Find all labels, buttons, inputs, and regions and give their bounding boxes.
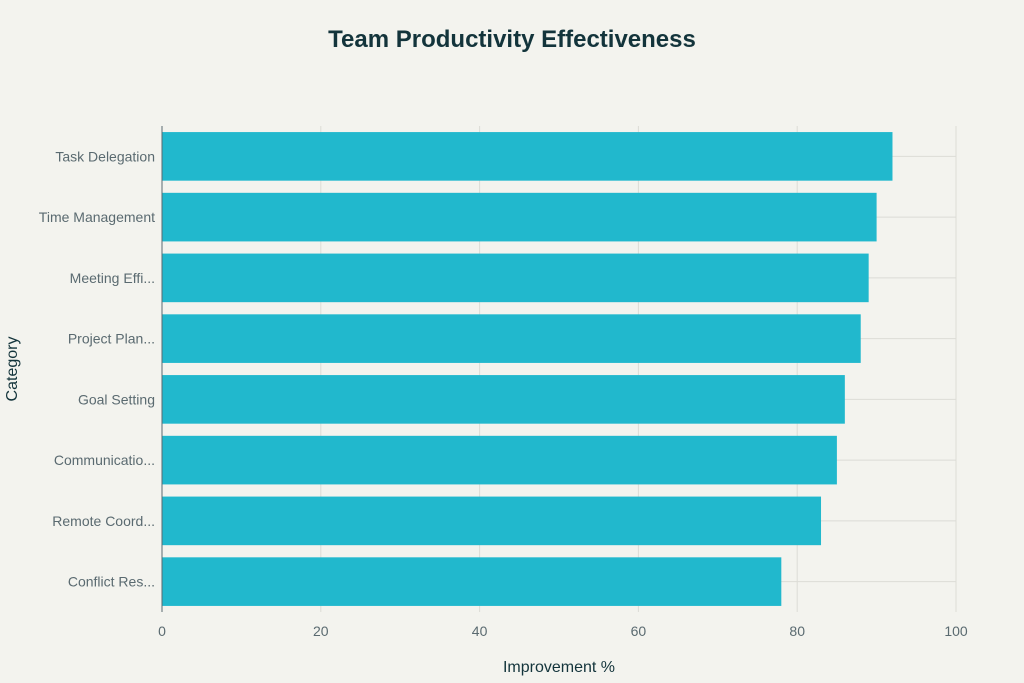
bar[interactable] <box>162 496 822 546</box>
bar[interactable] <box>162 192 877 242</box>
x-tick-label: 0 <box>158 623 166 639</box>
bar[interactable] <box>162 253 869 303</box>
x-tick-label: 100 <box>944 623 968 639</box>
bar[interactable] <box>162 557 782 606</box>
y-axis-label: Category <box>4 337 21 402</box>
x-tick-label: 60 <box>631 623 647 639</box>
y-tick-label: Meeting Effi... <box>70 270 155 286</box>
bar[interactable] <box>162 132 893 181</box>
y-tick-labels: Task Delegation Time Management Meeting Ef… <box>39 148 155 589</box>
y-tick-label: Project Plan... <box>68 331 155 347</box>
x-tick-label: 20 <box>313 623 329 639</box>
bars <box>162 132 893 606</box>
x-tick-labels: 0 20 40 60 80 100 <box>158 623 968 639</box>
y-tick-label: Task Delegation <box>55 148 155 164</box>
bar[interactable] <box>162 375 845 424</box>
y-tick-label: Communicatio... <box>54 452 155 468</box>
x-axis-label: Improvement % <box>503 659 615 676</box>
bar[interactable] <box>162 314 861 363</box>
y-tick-label: Conflict Res... <box>68 574 155 590</box>
y-tick-label: Goal Setting <box>78 391 155 407</box>
x-tick-label: 80 <box>789 623 805 639</box>
chart-title: Team Productivity Effectiveness <box>328 26 696 53</box>
y-tick-label: Time Management <box>39 209 155 225</box>
x-tick-label: 40 <box>472 623 488 639</box>
y-tick-label: Remote Coord... <box>52 513 155 529</box>
bar[interactable] <box>162 435 837 485</box>
